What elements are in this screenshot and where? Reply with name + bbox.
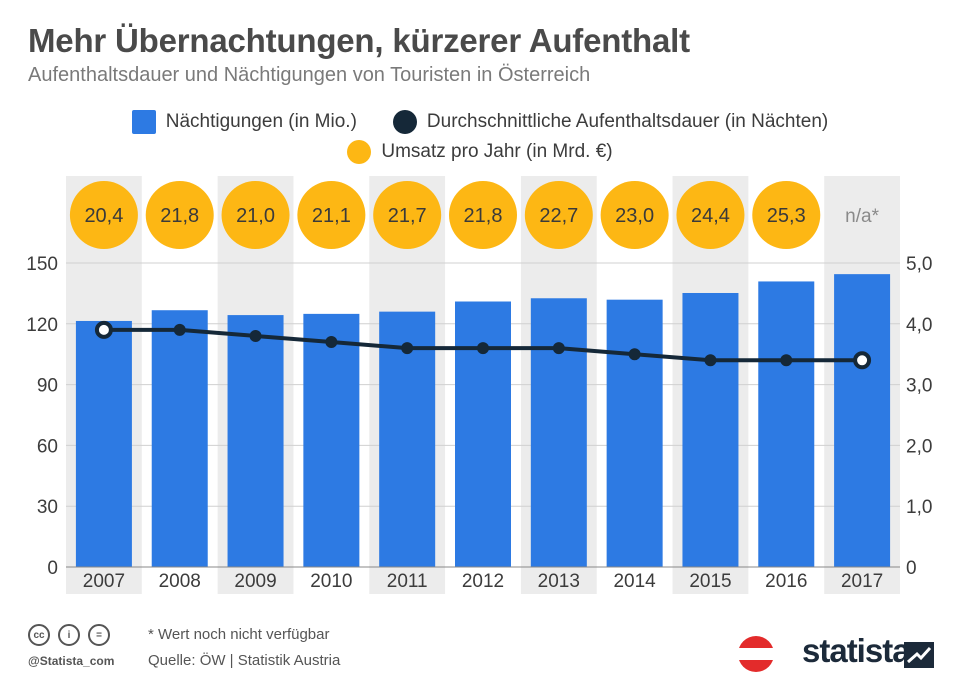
revenue-circle-2011 [373,181,442,249]
legend-label-bars: Nächtigungen (in Mio.) [165,111,357,132]
no-derivatives-icon: = [88,624,110,646]
legend-row-2: Umsatz pro Jahr (in Mrd. €) [0,140,960,164]
revenue-label: 21,1 [312,205,351,227]
revenue-circle-2014 [600,181,669,249]
line-point-2016 [780,354,793,367]
x-tick-label: 2013 [538,571,580,592]
chart-title: Mehr Übernachtungen, kürzerer Aufenthalt [28,22,690,59]
bar-2016 [758,281,815,567]
statista-logo: statista [802,632,911,669]
legend-swatch-bars [131,110,156,134]
y-right-tick-label: 5,0 [906,254,932,275]
bar-2013 [530,298,587,567]
x-tick-label: 2007 [83,571,125,592]
y-left-tick-label: 60 [37,436,58,457]
line-point-2015 [704,354,717,367]
license-icons: cc i = [28,624,118,646]
y-left-tick-label: 150 [26,254,58,275]
bar-2010 [303,313,360,567]
y-left-tick-label: 90 [37,376,58,397]
x-tick-label: 2014 [613,571,656,592]
revenue-circle-2008 [145,181,214,249]
revenue-label: 20,4 [84,205,123,227]
statista-handle: @Statista_com [28,654,115,668]
chart-subtitle: Aufenthaltsdauer und Nächtigungen von To… [28,64,591,86]
x-tick-label: 2015 [689,571,731,592]
statista-logo-icon [904,642,934,668]
legend-label-revenue: Umsatz pro Jahr (in Mrd. €) [381,141,613,162]
cc-icon: cc [28,624,50,646]
revenue-label: 21,8 [464,205,503,227]
revenue-circle-2012 [449,181,517,249]
y-left-tick-label: 120 [26,315,58,336]
revenue-circle-2013 [524,181,593,249]
x-tick-label: 2011 [387,571,428,592]
legend-item-revenue: Umsatz pro Jahr (in Mrd. €) [347,140,613,164]
revenue-label: 23,0 [615,205,654,227]
revenue-circle-2009 [221,181,290,249]
line-point-2008 [173,323,186,336]
bar-2007 [75,320,132,567]
line-point-2014 [628,348,641,361]
x-tick-label: 2008 [159,571,201,592]
bar-2017 [834,274,891,567]
line-point-2017 [853,351,872,370]
y-right-tick-label: 4,0 [906,315,932,336]
x-tick-label: 2010 [310,571,352,592]
revenue-label: 21,0 [236,205,275,227]
legend-swatch-revenue [347,140,372,164]
source-note: Quelle: ÖW | Statistik Austria [148,652,341,669]
attribution-icon: i [58,624,80,646]
revenue-label: 21,7 [388,205,427,227]
revenue-label: 22,7 [539,205,578,227]
bar-2008 [151,310,208,567]
footnote: * Wert noch nicht verfügbar [148,626,330,643]
bar-2009 [227,315,284,567]
x-tick-label: 2016 [765,571,807,592]
bar-2014 [606,299,663,567]
x-tick-label: 2009 [234,571,276,592]
legend-item-bars: Nächtigungen (in Mio.) [131,110,357,134]
y-right-tick-label: 3,0 [906,376,932,397]
bar-2015 [682,292,739,567]
legend-item-line: Durchschnittliche Aufenthaltsdauer (in N… [392,110,829,134]
line-point-2011 [401,342,414,355]
x-tick-label: 2017 [841,571,883,592]
line-point-2007 [94,320,113,339]
y-left-tick-label: 30 [37,497,58,518]
revenue-circle-2015 [676,181,745,249]
x-tick-label: 2012 [462,571,504,592]
line-point-2010 [325,336,338,349]
legend-label-line: Durchschnittliche Aufenthaltsdauer (in N… [426,111,829,132]
revenue-label-na: n/a* [845,206,879,227]
legend: Nächtigungen (in Mio.) Durchschnittliche… [0,110,960,134]
revenue-circle-2007 [69,181,138,249]
y-right-tick-label: 1,0 [906,497,932,518]
revenue-label: 24,4 [691,205,730,227]
revenue-label: 21,8 [160,205,199,227]
y-right-tick-label: 2,0 [906,436,932,457]
line-point-2012 [477,342,489,355]
bar-2012 [455,301,511,567]
revenue-label: 25,3 [767,205,806,227]
line-point-2009 [249,329,262,342]
legend-swatch-line [392,110,417,134]
revenue-circle-2010 [297,181,366,249]
y-left-tick-label: 0 [47,558,58,579]
y-right-tick-label: 0 [906,558,917,579]
revenue-circle-2016 [752,181,821,249]
bar-2011 [379,311,436,567]
austria-flag-icon [738,636,774,672]
line-point-2013 [552,342,565,355]
